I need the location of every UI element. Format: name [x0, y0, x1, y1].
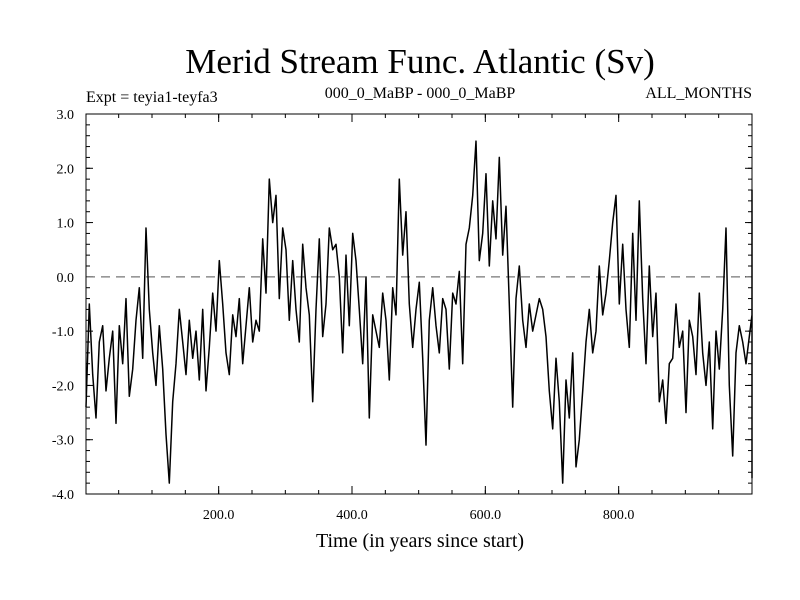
- period-label: 000_0_MaBP - 000_0_MaBP: [325, 85, 516, 102]
- chart-title: Merid Stream Func. Atlantic (Sv): [185, 42, 655, 81]
- x-axis-ticks: 200.0 400.0 600.0 800.0: [118, 114, 720, 523]
- experiment-label: Expt = teyia1-teyfa3: [86, 89, 218, 106]
- y-tick-label: -4.0: [52, 488, 74, 503]
- x-tick-label: 200.0: [203, 508, 235, 523]
- y-tick-label: 1.0: [57, 217, 75, 232]
- x-tick-label: 400.0: [336, 508, 368, 523]
- y-tick-label: -2.0: [52, 379, 74, 394]
- plot-frame: [85, 113, 753, 495]
- y-tick-label: 2.0: [57, 162, 75, 177]
- x-tick-label: 600.0: [470, 508, 502, 523]
- y-tick-label: 3.0: [57, 108, 75, 123]
- y-tick-label: -3.0: [52, 434, 74, 449]
- y-tick-label: -1.0: [52, 325, 74, 340]
- y-axis-ticks: 3.0 2.0 1.0 0.0 -1.0 -2.0 -3.0 -4.0: [52, 108, 752, 503]
- series-line: [85, 140, 753, 484]
- x-tick-label: 800.0: [603, 508, 635, 523]
- x-axis-label: Time (in years since start): [316, 530, 524, 552]
- months-label: ALL_MONTHS: [645, 85, 752, 102]
- y-tick-label: 0.0: [57, 271, 75, 286]
